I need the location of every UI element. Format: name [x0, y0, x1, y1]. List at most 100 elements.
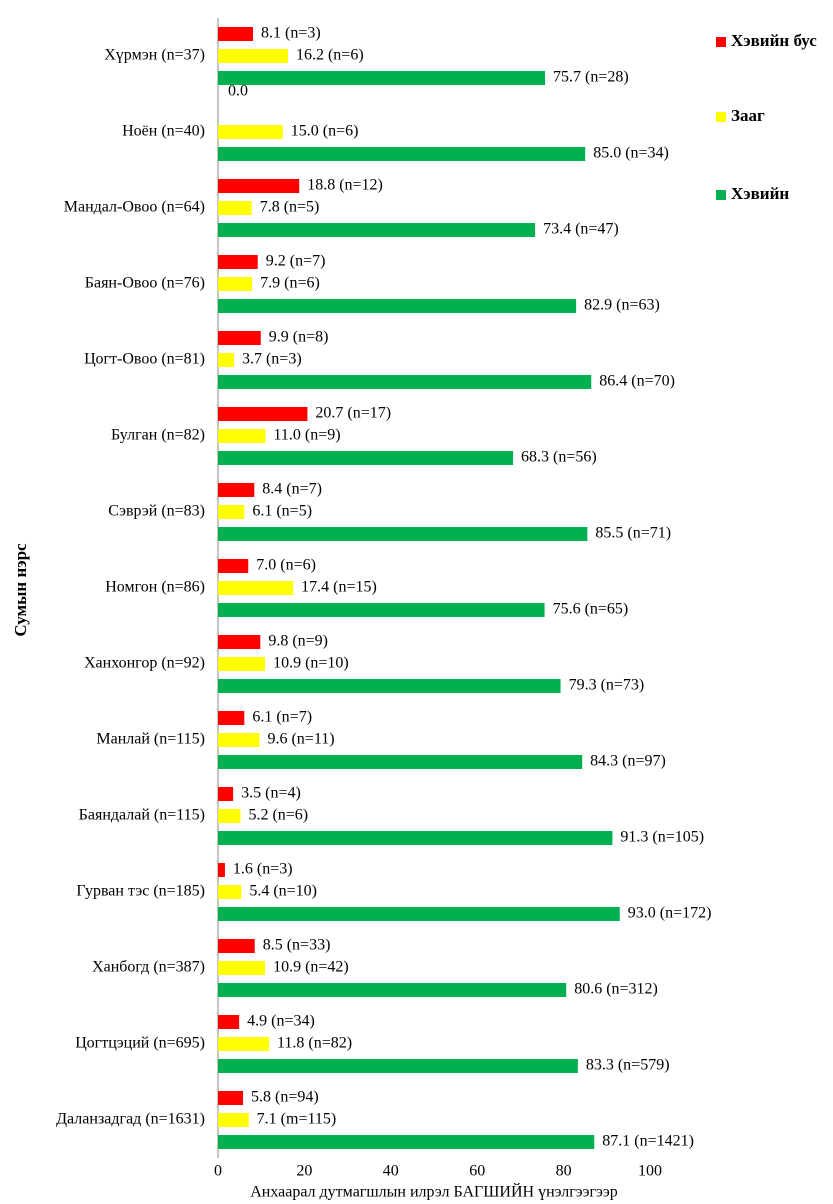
- y-axis-title: Сумын нэрс: [11, 543, 30, 637]
- bar: [218, 885, 242, 899]
- data-label: 8.5 (n=33): [263, 937, 331, 954]
- legend-swatch: [716, 190, 726, 200]
- bar: [218, 1091, 244, 1105]
- bar: [218, 657, 266, 671]
- bar: [218, 49, 288, 63]
- data-label: 8.4 (n=7): [262, 481, 322, 498]
- legend-swatch: [716, 112, 726, 122]
- x-axis-title: Анхаарал дутмагшлын илрэл БАГШИЙН үнэлгэ…: [250, 1182, 618, 1201]
- bar: [218, 603, 545, 617]
- bar: [218, 179, 300, 193]
- data-label: 80.6 (n=312): [574, 981, 658, 998]
- y-tick-label: Ханбогд (n=387): [92, 959, 205, 976]
- bar: [218, 831, 613, 845]
- legend-text: Хэвийн бус: [731, 31, 817, 50]
- data-label: 5.4 (n=10): [249, 883, 317, 900]
- y-tick-label: Мандал-Овоо (n=64): [64, 199, 205, 216]
- data-label: 68.3 (n=56): [521, 449, 597, 466]
- data-label: 5.8 (n=94): [251, 1089, 319, 1106]
- bar: [218, 809, 241, 823]
- data-label: 84.3 (n=97): [590, 753, 666, 770]
- y-tick-label: Гурван тэс (n=185): [76, 883, 205, 900]
- bar: [218, 907, 620, 921]
- data-label: 7.0 (n=6): [256, 557, 316, 574]
- y-tick-label: Ноён (n=40): [122, 123, 205, 140]
- y-tick-label: Булган (n=82): [111, 427, 205, 444]
- data-label: 0.0: [228, 83, 248, 100]
- bar: [218, 1113, 249, 1127]
- bar: [218, 755, 583, 769]
- x-tick-label: 60: [469, 1163, 485, 1180]
- x-tick-label: 80: [556, 1163, 572, 1180]
- data-label: 11.0 (n=9): [274, 427, 341, 444]
- bar: [218, 331, 261, 345]
- bar: [218, 1059, 578, 1073]
- data-label: 9.2 (n=7): [266, 253, 326, 270]
- data-label: 7.9 (n=6): [260, 275, 320, 292]
- bar: [218, 961, 266, 975]
- bar: [218, 733, 260, 747]
- data-label: 8.1 (n=3): [261, 25, 321, 42]
- data-label: 6.1 (n=7): [252, 709, 312, 726]
- bar: [218, 581, 294, 595]
- y-tick-label: Хүрмэн (n=37): [104, 47, 205, 64]
- data-label: 17.4 (n=15): [301, 579, 377, 596]
- bar: [218, 863, 225, 877]
- data-label: 11.8 (n=82): [277, 1035, 352, 1052]
- y-tick-label: Номгон (n=86): [105, 579, 205, 596]
- data-label: 73.4 (n=47): [543, 221, 619, 238]
- y-tick-label: Цогтцэций (n=695): [75, 1035, 205, 1052]
- bar: [218, 223, 536, 237]
- y-tick-label: Сэврэй (n=83): [108, 503, 205, 520]
- data-label: 91.3 (n=105): [620, 829, 704, 846]
- data-label: 10.9 (n=42): [273, 959, 349, 976]
- data-label: 18.8 (n=12): [307, 177, 383, 194]
- data-label: 83.3 (n=579): [586, 1057, 670, 1074]
- bar: [218, 255, 258, 269]
- data-label: 16.2 (n=6): [296, 47, 364, 64]
- y-tick-label: Цогт-Овоо (n=81): [84, 351, 205, 368]
- bar: [218, 353, 234, 367]
- data-label: 4.9 (n=34): [247, 1013, 315, 1030]
- x-tick-label: 0: [214, 1163, 222, 1180]
- data-label: 10.9 (n=10): [273, 655, 349, 672]
- bar: [218, 711, 245, 725]
- bar: [218, 147, 586, 161]
- bar: [218, 505, 245, 519]
- data-label: 75.7 (n=28): [553, 69, 629, 86]
- data-label: 93.0 (n=172): [628, 905, 712, 922]
- bar: [218, 375, 592, 389]
- bar: [218, 407, 308, 421]
- data-label: 1.6 (n=3): [233, 861, 293, 878]
- legend-text: Хэвийн: [731, 184, 789, 203]
- x-tick-label: 100: [638, 1163, 662, 1180]
- bar: [218, 939, 255, 953]
- data-label: 86.4 (n=70): [599, 373, 675, 390]
- y-tick-label: Баяндалай (n=115): [79, 807, 205, 824]
- data-label: 9.9 (n=8): [269, 329, 329, 346]
- data-label: 15.0 (n=6): [291, 123, 359, 140]
- bar: [218, 71, 546, 85]
- data-label: 82.9 (n=63): [584, 297, 660, 314]
- y-tick-label: Манлай (n=115): [96, 731, 205, 748]
- data-label: 3.5 (n=4): [241, 785, 301, 802]
- data-label: 7.8 (n=5): [260, 199, 320, 216]
- legend-swatch: [716, 37, 726, 47]
- bar: [218, 983, 567, 997]
- data-label: 5.2 (n=6): [248, 807, 308, 824]
- bar: [218, 125, 283, 139]
- data-label: 87.1 (n=1421): [602, 1133, 694, 1150]
- x-tick-label: 20: [296, 1163, 312, 1180]
- y-tick-label: Баян-Овоо (n=76): [85, 275, 205, 292]
- data-label: 6.1 (n=5): [252, 503, 312, 520]
- bar: [218, 1037, 269, 1051]
- bar: [218, 787, 234, 801]
- data-label: 75.6 (n=65): [553, 601, 629, 618]
- data-label: 3.7 (n=3): [242, 351, 302, 368]
- data-label: 9.6 (n=11): [267, 731, 334, 748]
- data-label: 85.0 (n=34): [593, 145, 669, 162]
- y-tick-label: Даланзадгад (n=1631): [56, 1111, 205, 1128]
- y-tick-label: Ханхонгор (n=92): [84, 655, 205, 672]
- bar: [218, 299, 577, 313]
